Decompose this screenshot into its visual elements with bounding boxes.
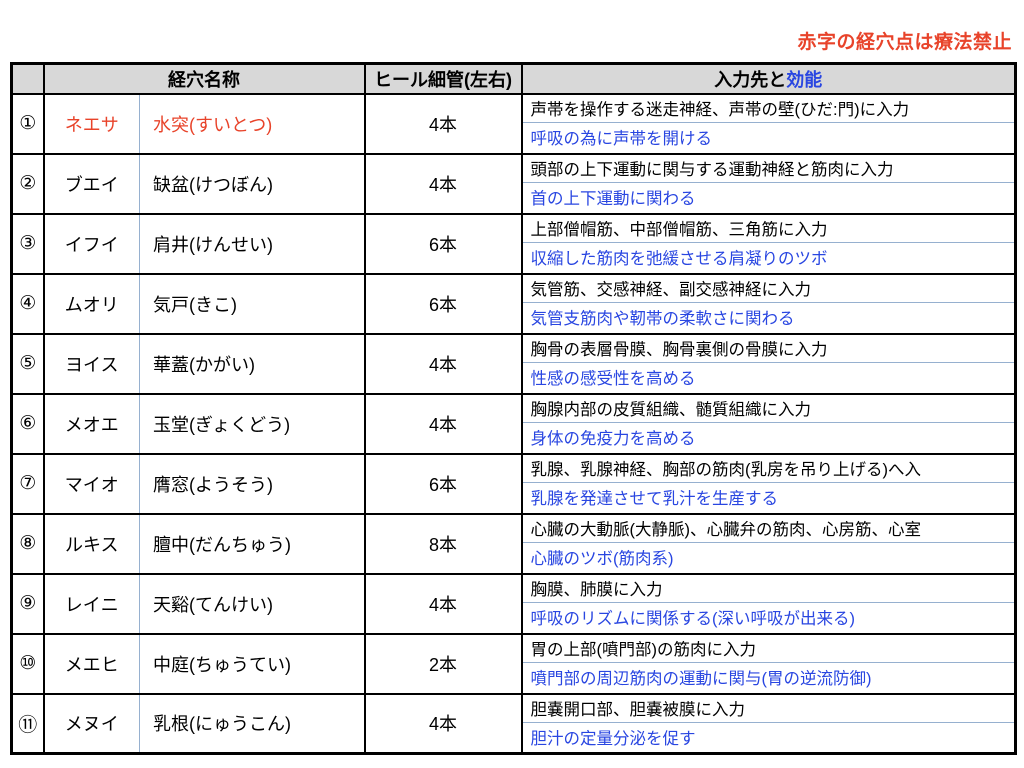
input-target-text: 胸骨の表層骨膜、胸骨裏側の骨膜に入力 — [522, 335, 1014, 363]
input-target-text: 心臓の大動脈(大静脈)、心臓弁の筋肉、心房筋、心室 — [522, 515, 1014, 543]
tube-count: 4本 — [363, 152, 523, 215]
row-number: ④ — [10, 272, 45, 335]
row-number: ② — [10, 152, 45, 215]
header-row: 経穴名称 ヒール細管(左右) 入力先と効能 — [10, 62, 1017, 95]
effect-text: 呼吸の為に声帯を開ける — [530, 129, 713, 148]
forbidden-points-warning: 赤字の経穴点は療法禁止 — [797, 32, 1012, 53]
table-row: ① ネエサ 水突(すいとつ) 4本 声帯を操作する迷走神経、声帯の壁(ひだ:門)… — [10, 92, 1017, 155]
tube-count: 2本 — [363, 632, 523, 695]
point-kanji: 膺窓(ようそう) — [139, 452, 366, 515]
effect-cell: 胃の上部(噴門部)の筋肉に入力 噴門部の周辺筋肉の運動に関与(胃の逆流防御) — [520, 632, 1017, 695]
point-kanji: 肩井(けんせい) — [139, 212, 366, 275]
point-kana: メエヒ — [42, 632, 140, 695]
row-number: ⑦ — [10, 452, 45, 515]
row-number: ③ — [10, 212, 45, 275]
input-target-text: 頭部の上下運動に関与する運動神経と筋肉に入力 — [522, 155, 1014, 183]
table-row: ⑧ ルキス 膻中(だんちゅう) 8本 心臓の大動脈(大静脈)、心臓弁の筋肉、心房… — [10, 512, 1017, 575]
table-row: ② ブエイ 缺盆(けつぼん) 4本 頭部の上下運動に関与する運動神経と筋肉に入力… — [10, 152, 1017, 215]
tube-count: 6本 — [363, 452, 523, 515]
input-target-text: 声帯を操作する迷走神経、声帯の壁(ひだ:門)に入力 — [522, 95, 1014, 123]
table-row: ③ イフイ 肩井(けんせい) 6本 上部僧帽筋、中部僧帽筋、三角筋に入力 収縮し… — [10, 212, 1017, 275]
point-kana: ヨイス — [42, 332, 140, 395]
tube-count: 4本 — [363, 92, 523, 155]
point-kana: ネエサ — [42, 92, 140, 155]
effect-text: 首の上下運動に関わる — [530, 189, 696, 208]
point-kanji: 膻中(だんちゅう) — [139, 512, 366, 575]
input-target-text: 胃の上部(噴門部)の筋肉に入力 — [522, 635, 1014, 663]
effect-cell: 乳腺、乳腺神経、胸部の筋肉(乳房を吊り上げる)へ入 乳腺を発達させて乳汁を生産す… — [520, 452, 1017, 515]
effect-cell: 声帯を操作する迷走神経、声帯の壁(ひだ:門)に入力 呼吸の為に声帯を開ける — [520, 92, 1017, 155]
effect-text: 性感の感受性を高める — [530, 369, 696, 388]
tube-count: 4本 — [363, 692, 523, 755]
tube-count: 6本 — [363, 212, 523, 275]
effect-cell: 心臓の大動脈(大静脈)、心臓弁の筋肉、心房筋、心室 心臓のツボ(筋肉系) — [520, 512, 1017, 575]
point-kana: ブエイ — [42, 152, 140, 215]
point-kana: ルキス — [42, 512, 140, 575]
effect-cell: 上部僧帽筋、中部僧帽筋、三角筋に入力 収縮した筋肉を弛緩させる肩凝りのツボ — [520, 212, 1017, 275]
effect-text: 呼吸のリズムに関係する(深い呼吸が出来る) — [530, 609, 856, 628]
header-tube-count: ヒール細管(左右) — [363, 62, 523, 95]
effect-text: 気管支筋肉や靭帯の柔軟さに関わる — [530, 309, 795, 328]
acupoint-table-wrapper: 経穴名称 ヒール細管(左右) 入力先と効能 ① ネエサ 水突(すいとつ) 4本 … — [10, 62, 1017, 755]
tube-count: 4本 — [363, 332, 523, 395]
point-kana: メヌイ — [42, 692, 140, 755]
tube-count: 6本 — [363, 272, 523, 335]
input-target-text: 上部僧帽筋、中部僧帽筋、三角筋に入力 — [522, 215, 1014, 243]
effect-text: 心臓のツボ(筋肉系) — [530, 549, 674, 568]
header-dest-highlight: 効能 — [786, 69, 823, 90]
point-kana: イフイ — [42, 212, 140, 275]
row-number: ⑧ — [10, 512, 45, 575]
effect-text: 収縮した筋肉を弛緩させる肩凝りのツボ — [530, 249, 828, 268]
header-dest-prefix: 入力先と — [714, 69, 787, 90]
effect-cell: 頭部の上下運動に関与する運動神経と筋肉に入力 首の上下運動に関わる — [520, 152, 1017, 215]
effect-cell: 胸腺内部の皮質組織、髄質組織に入力 身体の免疫力を高める — [520, 392, 1017, 455]
table-row: ④ ムオリ 気戸(きこ) 6本 気管筋、交感神経、副交感神経に入力 気管支筋肉や… — [10, 272, 1017, 335]
tube-count: 4本 — [363, 392, 523, 455]
input-target-text: 乳腺、乳腺神経、胸部の筋肉(乳房を吊り上げる)へ入 — [522, 455, 1014, 483]
tube-count: 4本 — [363, 572, 523, 635]
effect-text: 噴門部の周辺筋肉の運動に関与(胃の逆流防御) — [530, 669, 872, 688]
point-kanji: 華蓋(かがい) — [139, 332, 366, 395]
input-target-text: 胸膜、肺膜に入力 — [522, 575, 1014, 603]
table-row: ⑤ ヨイス 華蓋(かがい) 4本 胸骨の表層骨膜、胸骨裏側の骨膜に入力 性感の感… — [10, 332, 1017, 395]
effect-cell: 胆嚢開口部、胆嚢被膜に入力 胆汁の定量分泌を促す — [520, 692, 1017, 755]
effect-cell: 胸骨の表層骨膜、胸骨裏側の骨膜に入力 性感の感受性を高める — [520, 332, 1017, 395]
table-row: ⑦ マイオ 膺窓(ようそう) 6本 乳腺、乳腺神経、胸部の筋肉(乳房を吊り上げる… — [10, 452, 1017, 515]
point-kanji: 缺盆(けつぼん) — [139, 152, 366, 215]
effect-text: 身体の免疫力を高める — [530, 429, 696, 448]
row-number: ① — [10, 92, 45, 155]
table-row: ⑨ レイニ 天谿(てんけい) 4本 胸膜、肺膜に入力 呼吸のリズムに関係する(深… — [10, 572, 1017, 635]
effect-text: 乳腺を発達させて乳汁を生産する — [530, 489, 779, 508]
row-number: ⑤ — [10, 332, 45, 395]
point-kanji: 水突(すいとつ) — [139, 92, 366, 155]
effect-cell: 気管筋、交感神経、副交感神経に入力 気管支筋肉や靭帯の柔軟さに関わる — [520, 272, 1017, 335]
table-row: ⑩ メエヒ 中庭(ちゅうてい) 2本 胃の上部(噴門部)の筋肉に入力 噴門部の周… — [10, 632, 1017, 695]
input-target-text: 気管筋、交感神経、副交感神経に入力 — [522, 275, 1014, 303]
point-kanji: 気戸(きこ) — [139, 272, 366, 335]
point-kana: マイオ — [42, 452, 140, 515]
input-target-text: 胸腺内部の皮質組織、髄質組織に入力 — [522, 395, 1014, 423]
header-point-name: 経穴名称 — [42, 62, 366, 95]
input-target-text: 胆嚢開口部、胆嚢被膜に入力 — [522, 695, 1014, 723]
row-number: ⑥ — [10, 392, 45, 455]
point-kana: レイニ — [42, 572, 140, 635]
header-destination-effect: 入力先と効能 — [520, 62, 1017, 95]
row-number: ⑩ — [10, 632, 45, 695]
point-kanji: 玉堂(ぎょくどう) — [139, 392, 366, 455]
point-kanji: 天谿(てんけい) — [139, 572, 366, 635]
row-number: ⑪ — [10, 692, 45, 755]
point-kana: メオエ — [42, 392, 140, 455]
row-number: ⑨ — [10, 572, 45, 635]
point-kana: ムオリ — [42, 272, 140, 335]
effect-text: 胆汁の定量分泌を促す — [530, 729, 696, 748]
table-row: ⑪ メヌイ 乳根(にゅうこん) 4本 胆嚢開口部、胆嚢被膜に入力 胆汁の定量分泌… — [10, 692, 1017, 755]
tube-count: 8本 — [363, 512, 523, 575]
header-index-cell — [10, 62, 45, 95]
table-row: ⑥ メオエ 玉堂(ぎょくどう) 4本 胸腺内部の皮質組織、髄質組織に入力 身体の… — [10, 392, 1017, 455]
effect-cell: 胸膜、肺膜に入力 呼吸のリズムに関係する(深い呼吸が出来る) — [520, 572, 1017, 635]
point-kanji: 乳根(にゅうこん) — [139, 692, 366, 755]
point-kanji: 中庭(ちゅうてい) — [139, 632, 366, 695]
acupoint-table: 経穴名称 ヒール細管(左右) 入力先と効能 ① ネエサ 水突(すいとつ) 4本 … — [10, 62, 1017, 755]
